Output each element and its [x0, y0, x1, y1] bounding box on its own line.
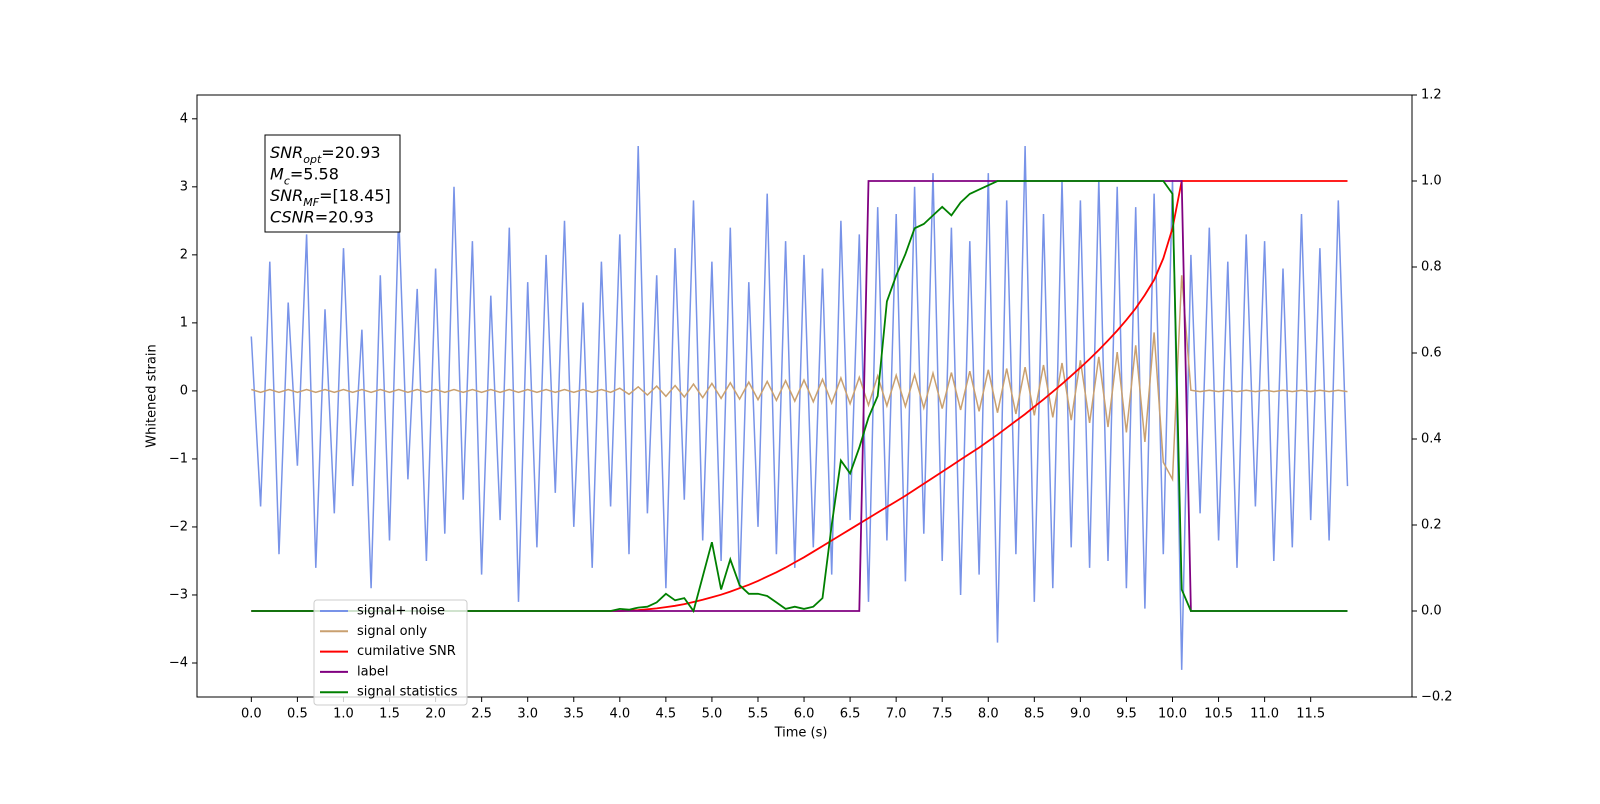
y-tick-label: −4: [169, 655, 188, 670]
x-tick-label: 10.5: [1204, 707, 1233, 722]
annotation-line: CSNR=20.93: [270, 207, 374, 226]
y2-tick-label: −0.2: [1421, 690, 1453, 705]
x-tick-label: 11.0: [1250, 707, 1279, 722]
legend-box: [313, 599, 468, 706]
annotation-value: =5.58: [290, 164, 339, 183]
annotation-sub: opt: [303, 153, 322, 166]
y-tick-label: −2: [169, 519, 188, 534]
annotation-value: =[18.45]: [319, 186, 391, 205]
y-tick-label: −3: [169, 587, 188, 602]
y2-tick-label: 0.6: [1421, 346, 1442, 361]
annotation-line: SNRMF=[18.45]: [270, 186, 391, 209]
y2-tick-label: 0.0: [1421, 604, 1442, 619]
y-tick-label: 1: [180, 315, 188, 330]
y2-tick-label: 1.0: [1421, 174, 1442, 189]
legend-label: label: [357, 664, 388, 679]
x-tick-label: 1.5: [379, 707, 400, 722]
y-tick-label: −1: [169, 451, 188, 466]
x-tick-label: 10.0: [1158, 707, 1187, 722]
x-tick-label: 9.5: [1116, 707, 1137, 722]
x-tick-label: 0.0: [241, 707, 262, 722]
legend-label: cumilative SNR: [357, 644, 456, 659]
x-tick-label: 8.5: [1024, 707, 1045, 722]
x-tick-label: 1.0: [333, 707, 354, 722]
x-tick-label: 0.5: [287, 707, 308, 722]
annotation-value: =20.93: [315, 207, 374, 226]
annotation-name: CSNR: [270, 207, 315, 226]
annotation-name: M: [270, 164, 284, 183]
x-tick-label: 6.0: [794, 707, 815, 722]
series-line: [251, 275, 1348, 483]
x-tick-label: 2.0: [425, 707, 446, 722]
y-tick-label: 2: [180, 247, 188, 262]
x-tick-label: 7.5: [932, 707, 953, 722]
x-tick-label: 5.5: [748, 707, 769, 722]
x-tick-label: 9.0: [1070, 707, 1091, 722]
y2-tick-label: 0.2: [1421, 518, 1442, 533]
x-tick-label: 6.5: [840, 707, 861, 722]
x-tick-label: 5.0: [702, 707, 723, 722]
annotation-sub: c: [284, 174, 290, 187]
annotation-line: SNRopt=20.93: [270, 143, 381, 166]
annotation-box: [264, 134, 401, 233]
legend-label: signal statistics: [357, 685, 458, 700]
y2-tick-label: 0.8: [1421, 260, 1442, 275]
y-axis-label: Whitened strain: [145, 344, 160, 447]
annotation-line: Mc=5.58: [270, 164, 339, 187]
annotation-sub: MF: [303, 196, 319, 209]
x-tick-label: 4.5: [656, 707, 677, 722]
y-tick-label: 0: [180, 383, 188, 398]
series-line: [250, 145, 1349, 670]
annotation-name: SNR: [270, 143, 303, 162]
x-axis-label: Time (s): [774, 726, 828, 741]
y-tick-label: 4: [180, 111, 188, 126]
annotation-name: SNR: [270, 186, 303, 205]
x-tick-label: 7.0: [886, 707, 907, 722]
y2-tick-label: 0.4: [1421, 432, 1442, 447]
x-tick-label: 4.0: [609, 707, 630, 722]
legend-label: signal only: [357, 624, 427, 639]
y2-tick-label: 1.2: [1421, 88, 1442, 103]
y-tick-label: 3: [180, 179, 188, 194]
x-tick-label: 11.5: [1296, 707, 1325, 722]
annotation-value: =20.93: [321, 143, 380, 162]
x-tick-label: 3.0: [517, 707, 538, 722]
x-tick-label: 2.5: [471, 707, 492, 722]
x-tick-label: 3.5: [563, 707, 584, 722]
legend-label: signal+ noise: [357, 604, 445, 619]
x-tick-label: 8.0: [978, 707, 999, 722]
